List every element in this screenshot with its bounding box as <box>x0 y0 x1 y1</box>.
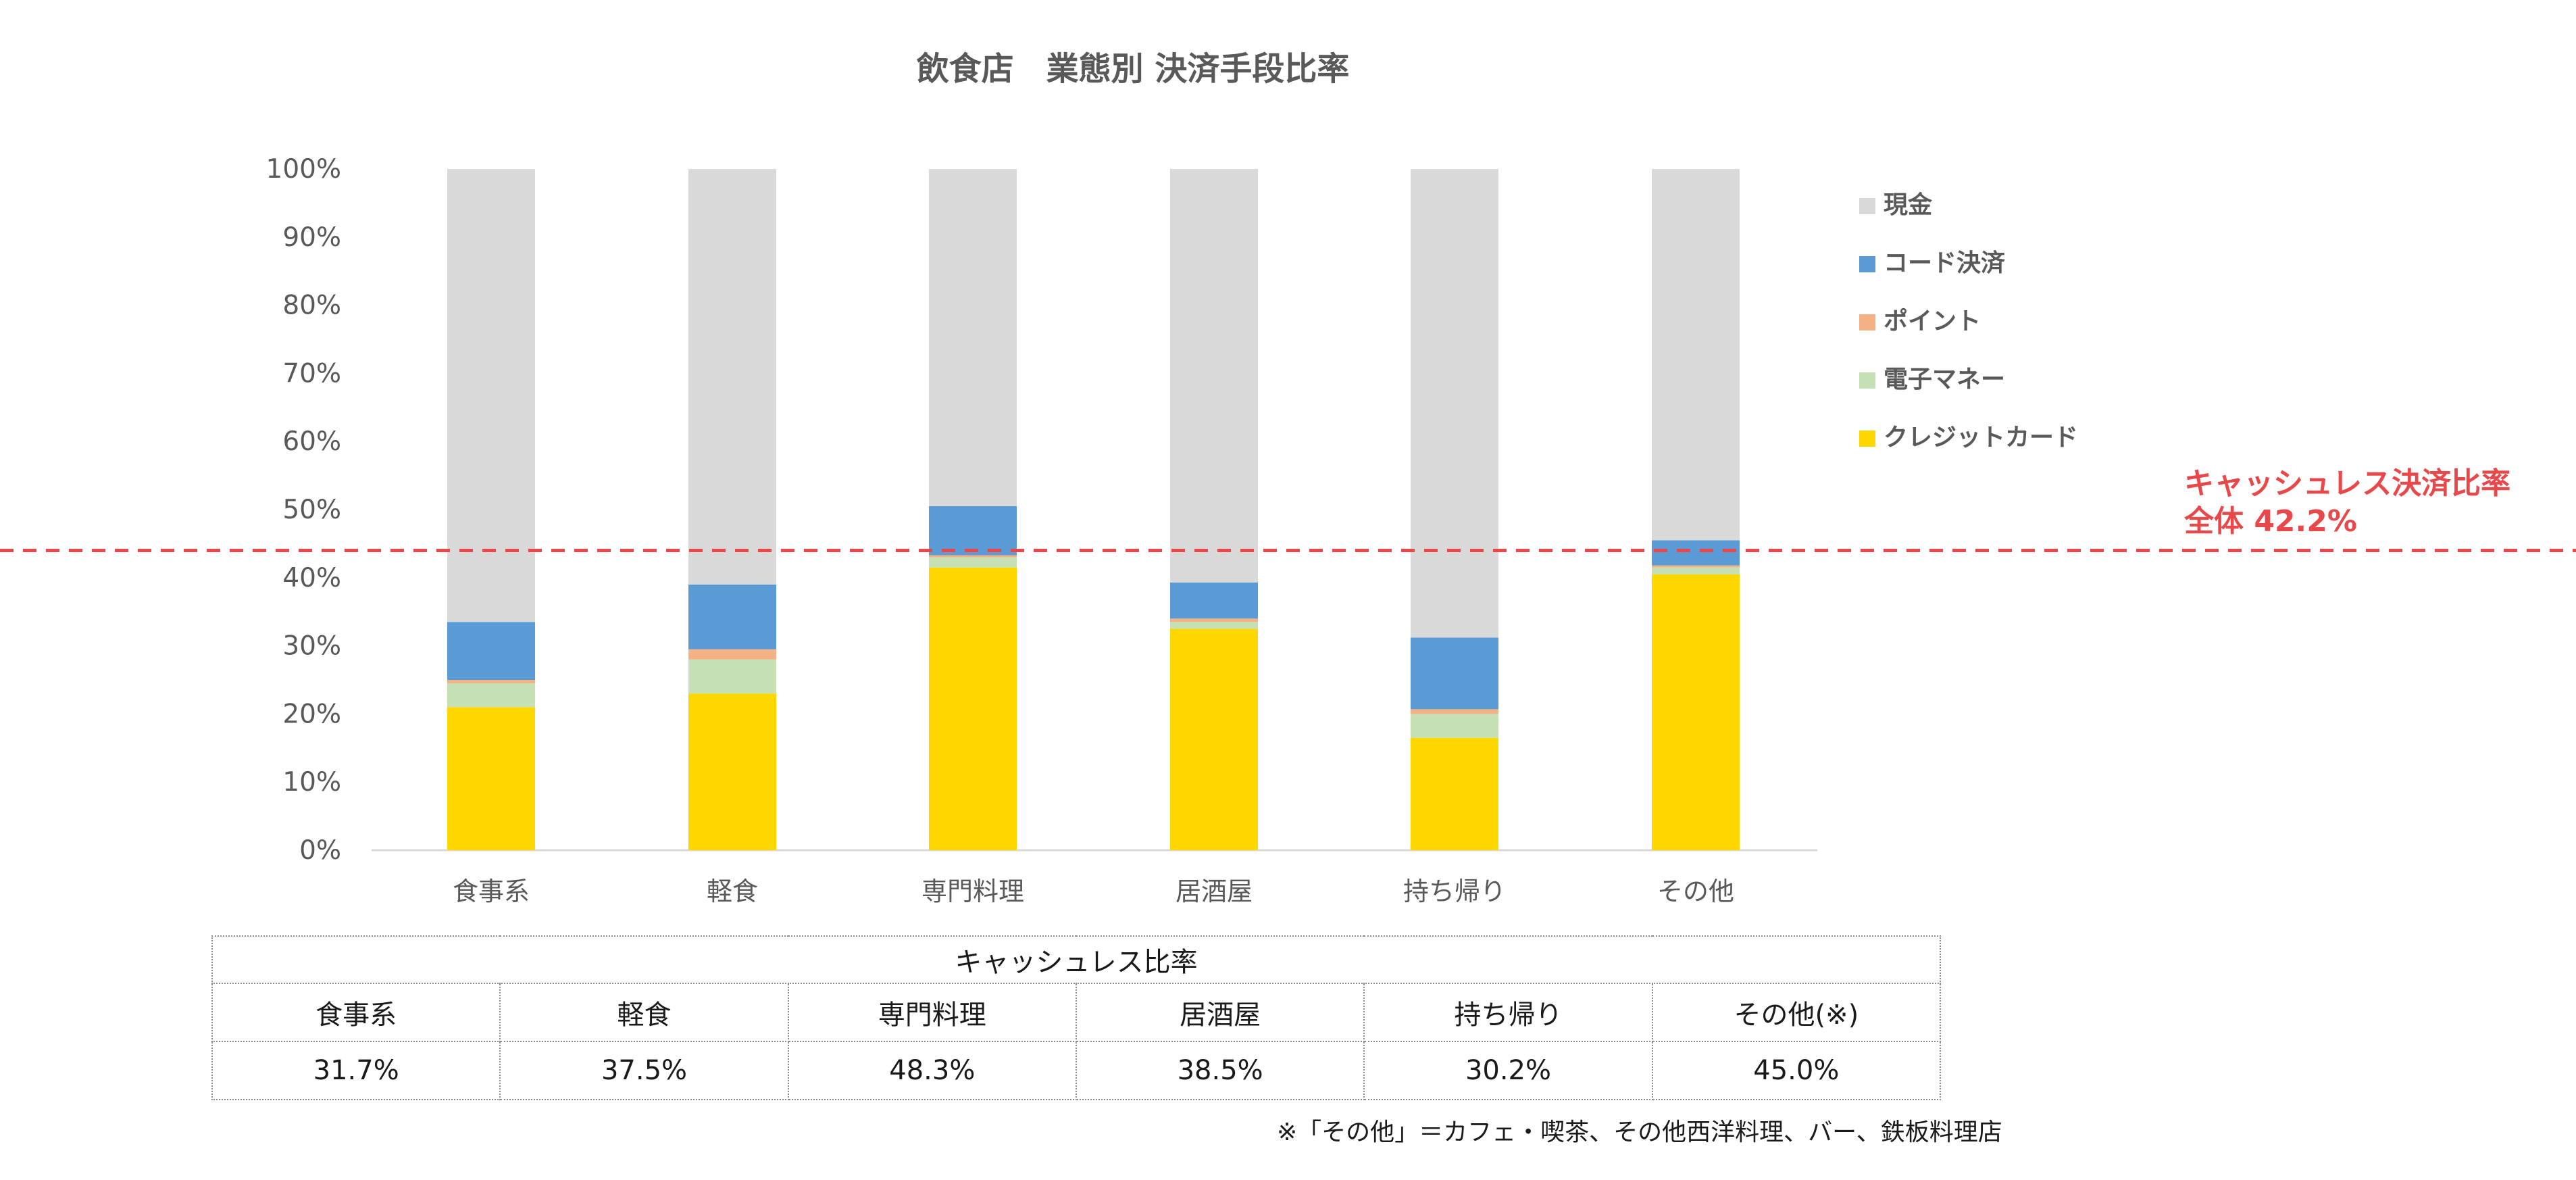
legend-label: コード決済 <box>1884 249 2005 277</box>
table-header-cell: 食事系 <box>211 983 501 1042</box>
table-value-cell: 45.0% <box>1651 1041 1942 1100</box>
bar-segment <box>447 707 535 850</box>
bar-segment <box>1411 737 1498 850</box>
legend-label: ポイント <box>1884 307 1981 335</box>
category-label: 食事系 <box>453 877 530 906</box>
category-label: 軽食 <box>707 877 758 906</box>
bar-segment <box>1411 709 1498 714</box>
footnote: ※「その他」＝カフェ・喫茶、その他西洋料理、バー、鉄板料理店 <box>1277 1118 2002 1146</box>
bar-segment <box>929 169 1017 506</box>
bar-segment <box>1170 582 1258 619</box>
bar-segment <box>1652 567 1740 574</box>
category-label: 専門料理 <box>921 877 1024 906</box>
legend-label: 現金 <box>1884 191 1933 219</box>
bar-segment <box>1411 637 1498 710</box>
y-tick-label: 0% <box>299 835 341 866</box>
bar-segment <box>1652 565 1740 568</box>
y-axis-ticks: 0% 10% 20% 30% 40% 50% 60% 70% 80% 90% 100% <box>266 154 342 866</box>
table-value-cell: 31.7% <box>211 1041 501 1100</box>
category-label: 持ち帰り <box>1403 877 1506 906</box>
table-header-cell: その他(※) <box>1651 983 1942 1042</box>
bar-segment <box>688 584 776 649</box>
reference-line-group: キャッシュレス決済比率 全体 42.2% <box>0 466 2576 552</box>
table-header-cell: 専門料理 <box>787 983 1077 1042</box>
bar-segment <box>688 649 776 660</box>
y-tick-label: 10% <box>282 767 341 797</box>
category-label: 居酒屋 <box>1176 877 1253 906</box>
legend-swatch <box>1859 314 1875 330</box>
bar-segment <box>447 683 535 708</box>
y-tick-label: 70% <box>282 358 341 389</box>
bar-segment <box>688 693 776 850</box>
legend-swatch <box>1859 372 1875 389</box>
legend-swatch <box>1859 198 1875 214</box>
bar-segment <box>929 567 1017 850</box>
table-header-cell: 居酒屋 <box>1075 983 1365 1042</box>
bar-segment <box>1411 169 1498 638</box>
bar-segment <box>1652 540 1740 566</box>
legend-label: クレジットカード <box>1884 424 2078 451</box>
bar-segment <box>929 555 1017 558</box>
bar-segment <box>688 169 776 585</box>
bar-segment <box>929 506 1017 556</box>
bar-segment <box>1411 714 1498 738</box>
y-tick-label: 40% <box>282 563 341 593</box>
bar-segment <box>447 622 535 680</box>
reference-label-line2: 全体 42.2% <box>2183 504 2357 539</box>
legend-label: 電子マネー <box>1884 366 2005 393</box>
category-label: その他 <box>1657 877 1734 906</box>
bar-segment <box>1652 574 1740 850</box>
legend-swatch <box>1859 431 1875 447</box>
legend-swatch <box>1859 256 1875 272</box>
bar-segment <box>929 557 1017 568</box>
reference-label-line1: キャッシュレス決済比率 <box>2184 466 2510 501</box>
y-tick-label: 30% <box>282 631 341 662</box>
table-title: キャッシュレス比率 <box>211 935 1941 984</box>
table-value-cell: 38.5% <box>1075 1041 1365 1100</box>
cashless-ratio-table: キャッシュレス比率 食事系 軽食 専門料理 居酒屋 持ち帰り その他(※) 31… <box>211 935 1942 1100</box>
bar-segment <box>447 169 535 622</box>
y-tick-label: 20% <box>282 699 341 729</box>
table-header-cell: 持ち帰り <box>1363 983 1653 1042</box>
bar-segment <box>688 659 776 694</box>
bar-segment <box>1652 169 1740 541</box>
bar-segment <box>1170 618 1258 622</box>
y-tick-label: 90% <box>282 222 341 253</box>
bars-group <box>447 169 1740 850</box>
y-tick-label: 50% <box>282 495 341 525</box>
table-header-cell: 軽食 <box>499 983 789 1042</box>
y-tick-label: 100% <box>266 154 342 185</box>
table-value-cell: 48.3% <box>787 1041 1077 1100</box>
bar-segment <box>1170 622 1258 629</box>
table-value-cell: 37.5% <box>499 1041 789 1100</box>
bar-segment <box>447 680 535 684</box>
bar-segment <box>1170 169 1258 583</box>
chart-title: 飲食店 業態別 決済手段比率 <box>917 50 1350 88</box>
category-labels: 食事系 軽食 専門料理 居酒屋 持ち帰り その他 <box>453 877 1734 906</box>
table-value-cell: 30.2% <box>1363 1041 1653 1100</box>
y-tick-label: 60% <box>282 426 341 457</box>
y-tick-label: 80% <box>282 291 341 321</box>
bar-segment <box>1170 629 1258 850</box>
